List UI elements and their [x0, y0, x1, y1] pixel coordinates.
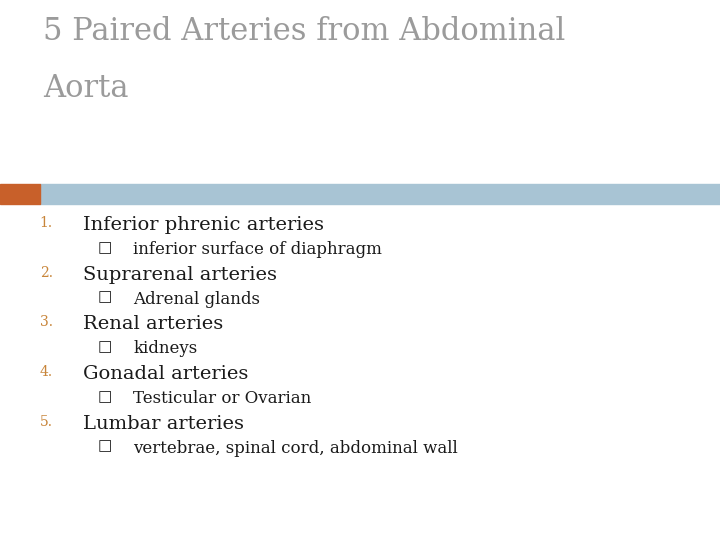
Text: Aorta: Aorta	[43, 73, 129, 104]
Bar	[0, 184, 40, 204]
Text: □: □	[97, 440, 112, 454]
Text: □: □	[97, 390, 112, 404]
Text: inferior surface of diaphragm: inferior surface of diaphragm	[133, 241, 382, 258]
Text: 5 Paired Arteries from Abdominal: 5 Paired Arteries from Abdominal	[43, 16, 565, 47]
Text: kidneys: kidneys	[133, 340, 197, 357]
Text: Lumbar arteries: Lumbar arteries	[83, 415, 244, 433]
Bar	[40, 184, 720, 204]
Text: □: □	[97, 340, 112, 354]
Text: 1.: 1.	[40, 216, 53, 230]
Text: □: □	[97, 291, 112, 305]
Text: Adrenal glands: Adrenal glands	[133, 291, 260, 307]
Text: 2.: 2.	[40, 266, 53, 280]
Text: 3.: 3.	[40, 315, 53, 329]
Text: 5.: 5.	[40, 415, 53, 429]
Text: □: □	[97, 241, 112, 255]
Text: 4.: 4.	[40, 365, 53, 379]
Text: Inferior phrenic arteries: Inferior phrenic arteries	[83, 216, 324, 234]
Text: Gonadal arteries: Gonadal arteries	[83, 365, 248, 383]
Text: Renal arteries: Renal arteries	[83, 315, 223, 333]
Text: Suprarenal arteries: Suprarenal arteries	[83, 266, 276, 284]
Text: vertebrae, spinal cord, abdominal wall: vertebrae, spinal cord, abdominal wall	[133, 440, 458, 456]
Text: Testicular or Ovarian: Testicular or Ovarian	[133, 390, 312, 407]
